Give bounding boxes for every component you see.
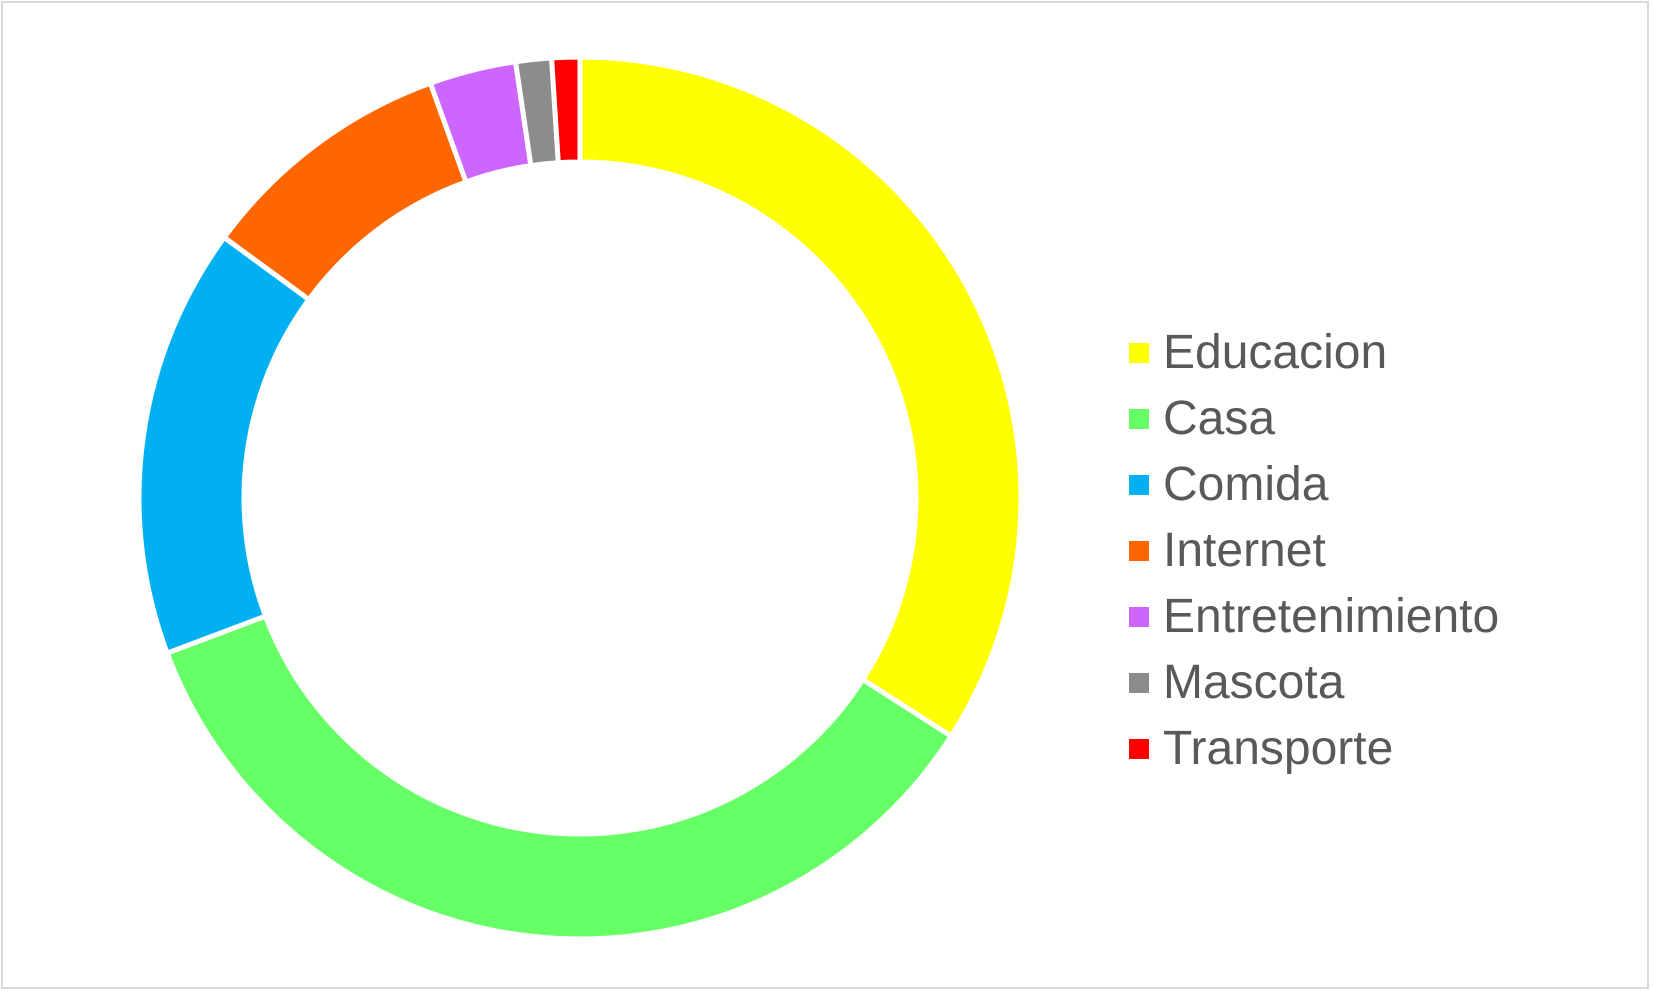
donut-slice-casa	[163, 612, 955, 942]
legend-item-transporte: Transporte	[1129, 716, 1499, 782]
legend-label: Comida	[1163, 458, 1329, 511]
legend-label: Educacion	[1163, 326, 1388, 379]
legend-item-educacion: Educacion	[1129, 320, 1499, 386]
legend-item-internet: Internet	[1129, 518, 1499, 584]
donut-slice-transporte	[548, 54, 583, 166]
legend-label: Transporte	[1163, 722, 1394, 775]
legend-item-casa: Casa	[1129, 386, 1499, 452]
legend-swatch	[1129, 343, 1149, 363]
legend-item-entretenimiento: Entretenimiento	[1129, 584, 1499, 650]
legend-label: Mascota	[1163, 656, 1345, 709]
legend-swatch	[1129, 475, 1149, 495]
legend-swatch	[1129, 673, 1149, 693]
legend-label: Entretenimiento	[1163, 590, 1500, 643]
donut-chart	[136, 54, 1024, 942]
legend-swatch	[1129, 607, 1149, 627]
legend-item-comida: Comida	[1129, 452, 1499, 518]
legend-swatch	[1129, 739, 1149, 759]
legend-label: Internet	[1163, 524, 1326, 577]
donut-slice-comida	[136, 233, 313, 657]
donut-slice-internet	[220, 79, 470, 303]
legend-swatch	[1129, 409, 1149, 429]
chart-legend: Educacion Casa Comida Internet Entretenimien…	[1129, 320, 1499, 782]
legend-label: Casa	[1163, 392, 1276, 445]
legend-item-mascota: Mascota	[1129, 650, 1499, 716]
legend-swatch	[1129, 541, 1149, 561]
donut-slice-educacion	[577, 54, 1024, 740]
